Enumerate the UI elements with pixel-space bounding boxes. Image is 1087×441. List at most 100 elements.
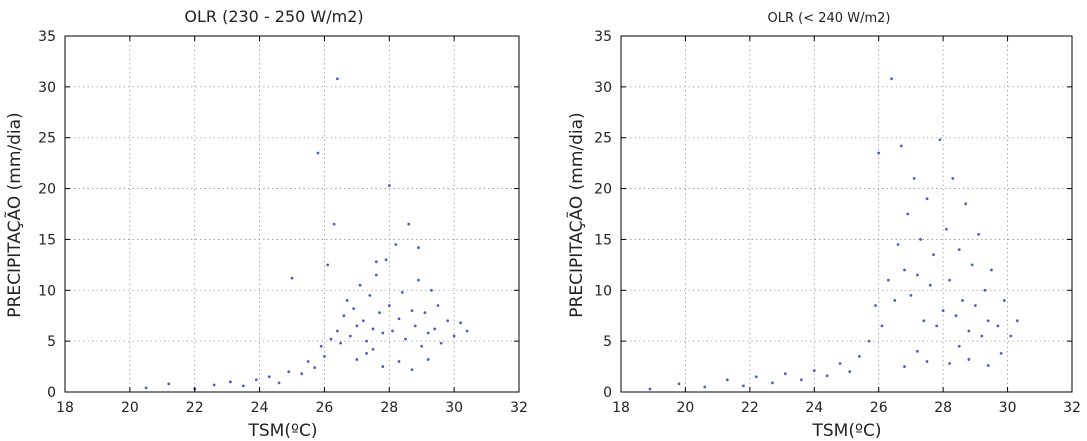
- x-tick-label: 22: [741, 400, 759, 416]
- data-point: [339, 341, 343, 345]
- x-tick-label: 30: [445, 400, 463, 416]
- data-point: [725, 378, 729, 382]
- data-point: [944, 227, 948, 231]
- data-point: [332, 222, 336, 226]
- data-point: [812, 369, 816, 373]
- grid: [621, 36, 1072, 392]
- x-tick-label: 22: [186, 400, 204, 416]
- data-point: [397, 360, 401, 363]
- data-point: [355, 324, 359, 328]
- data-point: [967, 358, 971, 361]
- data-point: [459, 321, 463, 325]
- data-point: [980, 334, 984, 338]
- data-point: [452, 334, 456, 338]
- y-tick-label: 35: [594, 29, 612, 45]
- data-point: [925, 360, 929, 363]
- data-point: [361, 319, 365, 323]
- data-point: [404, 337, 407, 341]
- data-point: [999, 351, 1003, 355]
- data-point: [886, 278, 890, 282]
- data-point: [915, 273, 919, 277]
- data-point: [290, 276, 294, 280]
- x-tick-label: 20: [121, 400, 139, 416]
- data-point: [1015, 319, 1019, 323]
- data-point: [400, 290, 404, 294]
- data-point: [912, 177, 916, 180]
- y-tick-label: 30: [594, 80, 612, 96]
- x-tick-label: 30: [999, 400, 1017, 416]
- plot-frame: [620, 35, 1073, 393]
- data-point: [961, 299, 964, 302]
- y-tick-label: 5: [603, 334, 612, 350]
- y-tick-label: 0: [603, 385, 612, 401]
- x-axis-label: TSM(ºC): [248, 421, 318, 441]
- data-point: [754, 375, 758, 379]
- data-point: [932, 253, 935, 257]
- data-point: [957, 248, 961, 252]
- data-point: [986, 364, 990, 367]
- data-point: [838, 362, 842, 365]
- y-tick-label: 5: [47, 334, 56, 350]
- data-point: [430, 288, 433, 292]
- data-point: [957, 344, 961, 348]
- data-point: [394, 243, 398, 246]
- data-point: [922, 319, 926, 323]
- data-point: [935, 324, 939, 328]
- data-point: [365, 351, 368, 355]
- data-point: [423, 311, 427, 315]
- y-tick-label: 0: [47, 385, 56, 401]
- y-tick-label: 25: [594, 131, 612, 147]
- data-point: [374, 260, 378, 264]
- data-point: [345, 299, 349, 302]
- chart-title: OLR (< 240 W/m2): [768, 11, 891, 26]
- data-point: [417, 278, 420, 282]
- y-tick-label: 15: [594, 232, 612, 248]
- data-point: [909, 293, 913, 297]
- data-point: [948, 278, 951, 282]
- scatter-points: [144, 77, 469, 391]
- data-point: [848, 370, 852, 374]
- data-point: [977, 232, 980, 236]
- data-point: [313, 366, 317, 369]
- chart-title: OLR (230 - 250 W/m2): [184, 7, 363, 26]
- y-tick-label: 10: [38, 283, 56, 299]
- data-point: [1009, 334, 1013, 338]
- x-tick-label: 26: [870, 400, 888, 416]
- data-point: [381, 365, 385, 368]
- data-point: [316, 151, 320, 155]
- data-point: [417, 246, 420, 249]
- y-tick-label: 25: [38, 131, 56, 147]
- data-point: [890, 77, 893, 81]
- grid: [65, 36, 519, 392]
- scatter-points: [648, 77, 1019, 391]
- data-point: [352, 307, 356, 310]
- data-point: [371, 347, 375, 351]
- data-point: [365, 339, 368, 343]
- data-point: [703, 385, 707, 389]
- x-tick-label: 28: [380, 400, 398, 416]
- plot-frame: [64, 35, 520, 393]
- data-point: [306, 360, 310, 363]
- data-point: [348, 334, 352, 338]
- x-tick-label: 32: [1063, 400, 1081, 416]
- x-tick-label: 24: [805, 400, 823, 416]
- chart-panel-olr-lt-240: OLR (< 240 W/m2) TSM(ºC) PRECIPITAÇÃO (m…: [565, 11, 1081, 441]
- data-point: [267, 375, 271, 379]
- data-point: [800, 378, 803, 382]
- y-tick-label: 15: [38, 232, 56, 248]
- data-point: [433, 327, 437, 331]
- data-point: [919, 238, 922, 241]
- data-point: [877, 151, 881, 155]
- data-point: [996, 324, 1000, 328]
- data-point: [906, 212, 910, 216]
- data-point: [941, 309, 945, 313]
- data-point: [378, 311, 381, 315]
- data-point: [410, 368, 414, 372]
- data-point: [990, 268, 993, 272]
- data-point: [677, 382, 681, 386]
- data-point: [825, 374, 829, 378]
- data-point: [742, 384, 745, 388]
- data-point: [368, 293, 372, 297]
- data-point: [144, 386, 148, 390]
- x-tick-label: 18: [612, 400, 630, 416]
